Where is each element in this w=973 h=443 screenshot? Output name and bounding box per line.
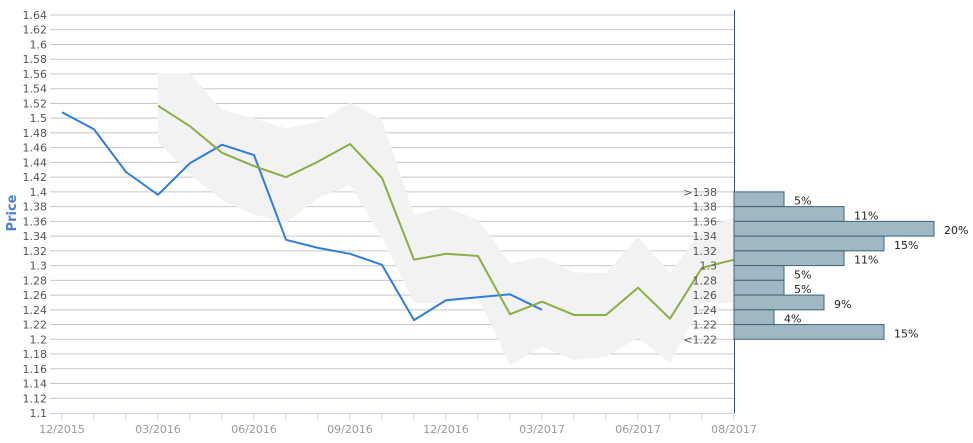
- histogram-bar: [733, 191, 785, 208]
- histogram-bin-label: <1.22: [683, 333, 717, 346]
- y-tick-label: 1.32: [23, 245, 48, 258]
- y-tick-label: 1.54: [23, 83, 48, 96]
- histogram-bar: [733, 265, 785, 281]
- x-tick-label: 03/2016: [135, 423, 181, 436]
- histogram-value-label: 11%: [854, 254, 878, 267]
- y-tick-label: 1.2: [30, 333, 48, 346]
- y-tick-label: 1.24: [23, 304, 48, 317]
- histogram-bin-label: 1.38: [693, 201, 718, 214]
- histogram-bar: [733, 235, 885, 252]
- histogram-bar: [733, 279, 785, 296]
- histogram-value-label: 20%: [944, 224, 968, 237]
- histogram-bar: [733, 250, 845, 267]
- y-tick-label: 1.4: [30, 186, 48, 199]
- histogram: 5% 11% 20% 15% 11% 5% 5% 9% 4% 15% >1.38 1.381.36 1.…: [683, 186, 968, 346]
- histogram-bar: [733, 220, 935, 237]
- y-tick-label: 1.48: [23, 127, 48, 140]
- y-axis-title: Price: [5, 194, 20, 231]
- y-tick-label: 1.62: [23, 24, 48, 37]
- y-tick-label: 1.52: [23, 97, 48, 110]
- x-tick-label: 08/2017: [711, 423, 757, 436]
- y-tick-label: 1.1: [30, 407, 48, 420]
- y-tick-label: 1.3: [30, 260, 48, 273]
- histogram-bar: [733, 206, 845, 222]
- y-tick-label: 1.28: [23, 274, 48, 287]
- y-tick-label: 1.18: [23, 348, 48, 361]
- histogram-bin-label: 1.36: [693, 215, 718, 228]
- y-tick-label: 1.36: [23, 215, 48, 228]
- y-tick-label: 1.56: [23, 68, 48, 81]
- histogram-bin-label: 1.24: [693, 304, 718, 317]
- confidence-band-area: [158, 73, 734, 366]
- histogram-value-label: 5%: [794, 283, 811, 296]
- histogram-value-label: 5%: [794, 268, 811, 281]
- histogram-value-label: 5%: [794, 195, 811, 208]
- histogram-bin-label: 1.3: [700, 260, 718, 273]
- x-tick-label: 12/2016: [423, 423, 469, 436]
- x-tick-label: 03/2017: [519, 423, 565, 436]
- histogram-bin-label: 1.26: [693, 289, 718, 302]
- forecast-price-line: [157, 104, 735, 320]
- histogram-value-label: 11%: [854, 209, 878, 222]
- y-tick-label: 1.12: [23, 392, 48, 405]
- histogram-value-label: 4%: [784, 313, 801, 326]
- x-axis: 12/2015 03/2016 06/2016 09/2016 12/2016 03/20…: [39, 10, 757, 436]
- forecast-band: [158, 73, 734, 366]
- y-tick-label: 1.6: [30, 38, 48, 51]
- histogram-value-label: 9%: [834, 298, 851, 311]
- histogram-bin-label: 1.34: [693, 230, 718, 243]
- y-tick-label: 1.16: [23, 363, 48, 376]
- y-tick-label: 1.14: [23, 378, 48, 391]
- y-tick-label: 1.64: [23, 9, 48, 22]
- y-axis-ticks: 1.11.121.141.161.181.21.221.241.261.281.…: [23, 9, 48, 420]
- x-tick-label: 06/2017: [615, 423, 661, 436]
- x-tick-label: 09/2016: [327, 423, 373, 436]
- histogram-bar: [733, 294, 825, 311]
- x-tick-label: 06/2016: [231, 423, 277, 436]
- histogram-bin-label: 1.22: [693, 319, 718, 332]
- y-tick-label: 1.26: [23, 289, 48, 302]
- y-tick-label: 1.42: [23, 171, 48, 184]
- histogram-bar: [733, 309, 775, 326]
- series-lines: [61, 104, 735, 322]
- y-tick-label: 1.5: [30, 112, 48, 125]
- histogram-bin-label: 1.28: [693, 274, 718, 287]
- actual-price-line: [61, 111, 543, 322]
- y-tick-label: 1.38: [23, 201, 48, 214]
- y-tick-label: 1.44: [23, 156, 48, 169]
- y-tick-label: 1.58: [23, 53, 48, 66]
- x-tick-label: 12/2015: [39, 423, 85, 436]
- y-tick-label: 1.22: [23, 319, 48, 332]
- histogram-bar: [733, 324, 885, 340]
- y-tick-label: 1.46: [23, 142, 48, 155]
- histogram-value-label: 15%: [894, 239, 918, 252]
- histogram-bin-label: 1.32: [693, 245, 718, 258]
- histogram-value-label: 15%: [894, 327, 918, 340]
- y-tick-label: 1.34: [23, 230, 48, 243]
- histogram-bin-label: >1.38: [683, 186, 717, 199]
